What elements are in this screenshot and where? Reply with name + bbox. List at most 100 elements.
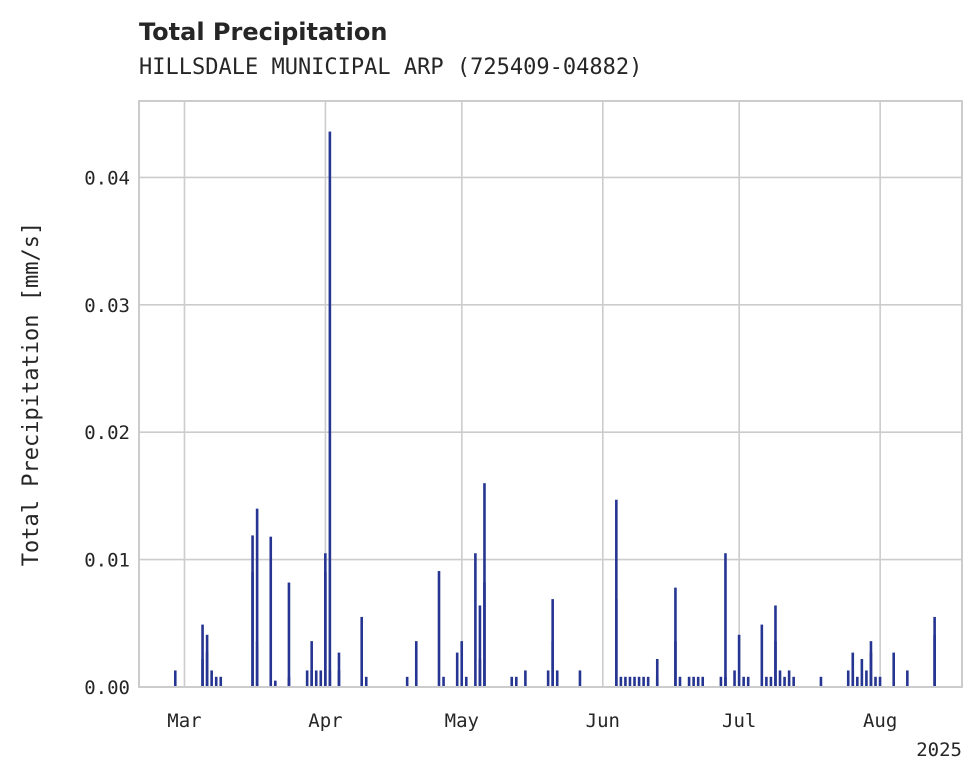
precip-bar bbox=[792, 676, 795, 687]
precip-bar bbox=[642, 676, 645, 687]
precip-bar bbox=[892, 652, 895, 687]
x-tick-label: Jun bbox=[586, 710, 620, 732]
precip-bar bbox=[328, 670, 332, 687]
precip-bar bbox=[173, 670, 177, 687]
x-ticks: Mar Apr May Jun Jul Aug bbox=[167, 710, 897, 732]
precip-bar bbox=[337, 652, 341, 687]
precip-bar bbox=[546, 670, 550, 687]
precip-bar bbox=[637, 676, 641, 687]
precip-bar bbox=[696, 676, 700, 687]
x-tick-label: Apr bbox=[308, 710, 342, 732]
precip-bar bbox=[474, 553, 477, 687]
y-tick-label: 0.04 bbox=[84, 167, 130, 189]
plot-frame bbox=[138, 100, 963, 688]
precip-bar bbox=[578, 670, 582, 687]
precip-bar bbox=[742, 676, 745, 687]
precip-bar bbox=[305, 670, 309, 687]
x-tick-label: Jul bbox=[722, 710, 756, 732]
x-tick-label: May bbox=[445, 710, 479, 732]
precip-bar bbox=[437, 571, 441, 687]
precip-bar bbox=[319, 670, 323, 687]
precip-bar bbox=[360, 616, 363, 687]
y-tick-label: 0.01 bbox=[84, 550, 130, 572]
y-tick-label: 0.03 bbox=[84, 295, 130, 317]
precip-bar bbox=[524, 670, 527, 687]
y-ticks: 0.00 0.01 0.02 0.03 0.04 bbox=[84, 167, 130, 699]
precip-bar bbox=[478, 605, 482, 687]
precip-bar bbox=[619, 676, 623, 687]
precip-bar bbox=[615, 499, 618, 687]
precip-bar bbox=[442, 676, 445, 687]
precip-bar bbox=[674, 587, 677, 687]
chart-title: Total Precipitation bbox=[139, 18, 387, 46]
precip-bar bbox=[274, 680, 277, 687]
precip-bar bbox=[719, 676, 723, 687]
precip-bar bbox=[674, 641, 677, 687]
precip-bar bbox=[687, 676, 691, 687]
precip-bar bbox=[287, 676, 291, 687]
precip-bar bbox=[214, 676, 218, 687]
bars bbox=[173, 131, 936, 687]
precip-bar bbox=[646, 676, 650, 687]
precip-bar bbox=[933, 634, 936, 687]
precip-bar bbox=[219, 676, 223, 687]
precip-bar bbox=[765, 676, 768, 687]
precip-bar bbox=[774, 605, 777, 687]
precip-bar bbox=[455, 652, 459, 687]
precip-bar bbox=[778, 670, 782, 687]
precip-bar bbox=[287, 582, 291, 687]
precip-bar bbox=[724, 676, 727, 687]
precip-bar bbox=[769, 676, 773, 687]
precip-bar bbox=[869, 641, 873, 687]
precip-bar bbox=[878, 676, 882, 687]
precip-bar bbox=[628, 676, 632, 687]
precip-bar bbox=[310, 641, 313, 687]
x-offset-label: 2025 bbox=[916, 739, 962, 761]
precip-bar bbox=[746, 676, 750, 687]
grid bbox=[139, 101, 962, 687]
precip-bar bbox=[255, 641, 259, 687]
precip-bar bbox=[328, 131, 332, 687]
x-tick-label: Aug bbox=[863, 710, 897, 732]
precip-bar bbox=[624, 676, 627, 687]
precip-bar bbox=[269, 536, 273, 687]
precip-bar bbox=[783, 676, 786, 687]
precip-bar bbox=[210, 670, 213, 687]
precip-bar bbox=[692, 676, 695, 687]
precip-bar bbox=[655, 676, 659, 687]
precip-bar bbox=[551, 599, 554, 687]
precip-bar bbox=[851, 670, 855, 687]
precip-bar bbox=[678, 676, 682, 687]
precip-bar bbox=[860, 658, 864, 687]
precip-bar bbox=[851, 652, 855, 687]
precip-bar bbox=[205, 652, 209, 687]
x-tick-label: Mar bbox=[167, 710, 201, 732]
precip-bar bbox=[865, 670, 868, 687]
precip-bar bbox=[255, 508, 259, 687]
precip-bar bbox=[856, 676, 859, 687]
precip-bar bbox=[414, 641, 418, 687]
precip-bar bbox=[251, 572, 254, 687]
precip-bar bbox=[314, 670, 318, 687]
precip-bar bbox=[655, 658, 659, 687]
precip-bar bbox=[515, 676, 518, 687]
y-tick-label: 0.02 bbox=[84, 422, 130, 444]
precip-bar bbox=[906, 670, 909, 687]
precip-bar bbox=[846, 670, 850, 687]
y-axis-label: Total Precipitation [mm/s] bbox=[19, 222, 44, 566]
precip-bar bbox=[819, 676, 823, 687]
precip-bar bbox=[737, 634, 741, 687]
precip-bar bbox=[701, 676, 705, 687]
precip-bar bbox=[364, 676, 368, 687]
precip-bar bbox=[787, 670, 791, 687]
precip-bar bbox=[405, 676, 409, 687]
precip-bar bbox=[464, 676, 468, 687]
y-tick-label: 0.00 bbox=[84, 677, 130, 699]
precip-bar bbox=[460, 641, 464, 687]
precip-bar bbox=[201, 624, 204, 687]
chart-subtitle: HILLSDALE MUNICIPAL ARP (725409-04882) bbox=[139, 55, 642, 80]
precip-bar bbox=[724, 553, 727, 687]
precip-bar bbox=[760, 624, 764, 687]
precip-bar bbox=[874, 676, 877, 687]
